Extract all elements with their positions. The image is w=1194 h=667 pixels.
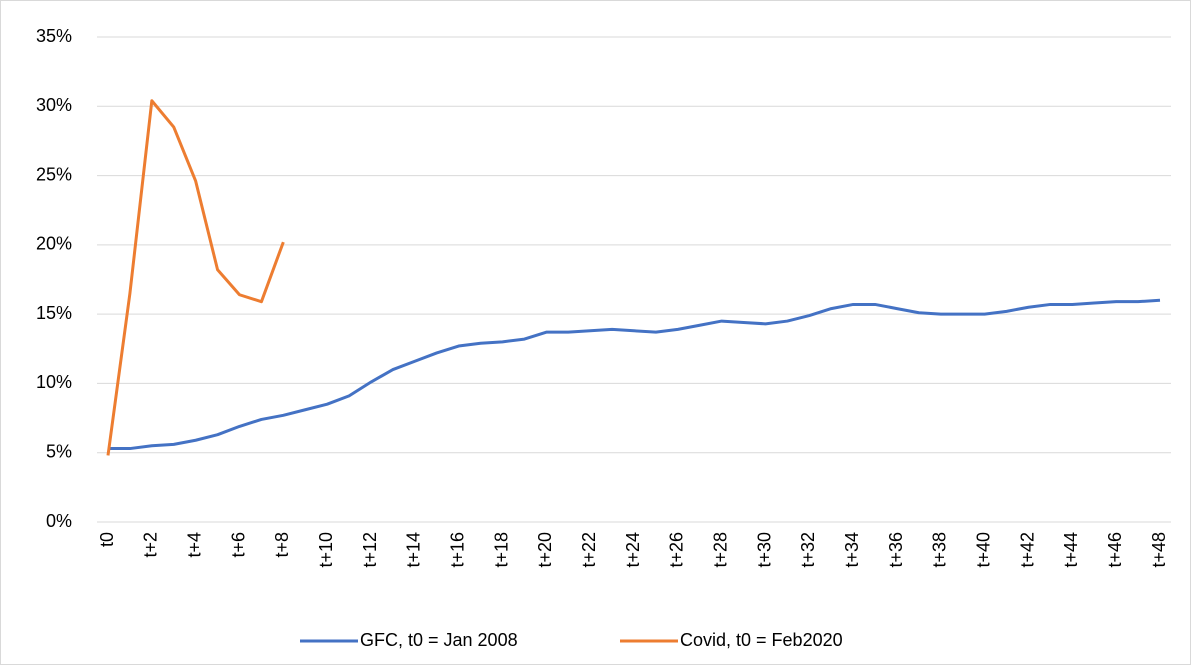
x-tick-label: t+34 (842, 532, 862, 568)
y-tick-label: 5% (46, 441, 72, 461)
x-tick-label: t+10 (316, 532, 336, 568)
y-tick-label: 0% (46, 511, 72, 531)
x-tick-label: t+46 (1105, 532, 1125, 568)
x-tick-label: t+36 (886, 532, 906, 568)
x-tick-label: t+4 (184, 532, 204, 558)
x-tick-label: t+30 (754, 532, 774, 568)
x-tick-label: t+28 (710, 532, 730, 568)
x-tick-label: t+24 (623, 532, 643, 568)
series-line (106, 99, 285, 456)
x-tick-label: t0 (97, 532, 117, 547)
x-tick-label: t+6 (228, 532, 248, 558)
series-line (108, 298, 1161, 451)
y-tick-label: 20% (36, 234, 72, 254)
legend-label: GFC, t0 = Jan 2008 (360, 630, 518, 650)
x-tick-label: t+42 (1017, 532, 1037, 568)
x-tick-label: t+44 (1061, 532, 1081, 568)
x-tick-label: t+2 (141, 532, 161, 558)
x-tick-label: t+22 (579, 532, 599, 568)
x-tick-label: t+14 (404, 532, 424, 568)
x-tick-label: t+20 (535, 532, 555, 568)
x-tick-label: t+48 (1149, 532, 1169, 568)
y-tick-label: 30% (36, 95, 72, 115)
x-tick-label: t+16 (447, 532, 467, 568)
x-tick-label: t+32 (798, 532, 818, 568)
x-tick-label: t+40 (973, 532, 993, 568)
legend-label: Covid, t0 = Feb2020 (680, 630, 843, 650)
x-tick-label: t+12 (360, 532, 380, 568)
x-tick-label: t+26 (667, 532, 687, 568)
x-tick-label: t+18 (491, 532, 511, 568)
y-tick-label: 10% (36, 372, 72, 392)
y-tick-label: 15% (36, 303, 72, 323)
y-tick-label: 25% (36, 164, 72, 184)
x-tick-label: t+38 (930, 532, 950, 568)
y-tick-label: 35% (36, 26, 72, 46)
x-tick-label: t+8 (272, 532, 292, 558)
